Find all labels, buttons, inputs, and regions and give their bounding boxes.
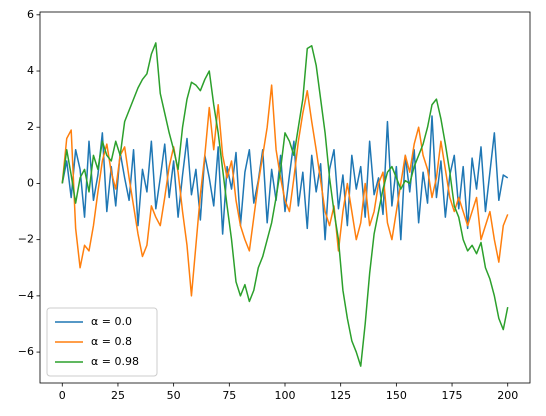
y-tick-label: −6 — [18, 345, 34, 358]
legend-box — [46, 307, 158, 377]
x-tick-label: 25 — [111, 389, 125, 402]
y-tick-label: 2 — [27, 120, 34, 133]
legend-label: α = 0.98 — [91, 355, 139, 368]
x-tick-label: 125 — [330, 389, 351, 402]
y-tick-label: 4 — [27, 64, 34, 77]
x-tick-label: 100 — [275, 389, 296, 402]
plot-frame — [39, 11, 531, 384]
series-line — [61, 42, 509, 367]
x-tick-label: 200 — [497, 389, 518, 402]
y-tick-label: −2 — [18, 233, 34, 246]
y-tick-label: 0 — [27, 176, 34, 189]
legend-label: α = 0.8 — [91, 335, 132, 348]
x-tick-label: 175 — [442, 389, 463, 402]
x-tick-label: 0 — [59, 389, 66, 402]
x-tick-label: 75 — [222, 389, 236, 402]
legend-label: α = 0.0 — [91, 315, 132, 328]
y-tick-label: −4 — [18, 289, 34, 302]
x-tick-label: 50 — [167, 389, 181, 402]
series-line — [61, 115, 509, 241]
x-tick-label: 150 — [386, 389, 407, 402]
series-line — [61, 84, 509, 297]
legend: α = 0.0 α = 0.8 α = 0.98 — [46, 307, 158, 377]
y-tick-label: 6 — [27, 8, 34, 21]
